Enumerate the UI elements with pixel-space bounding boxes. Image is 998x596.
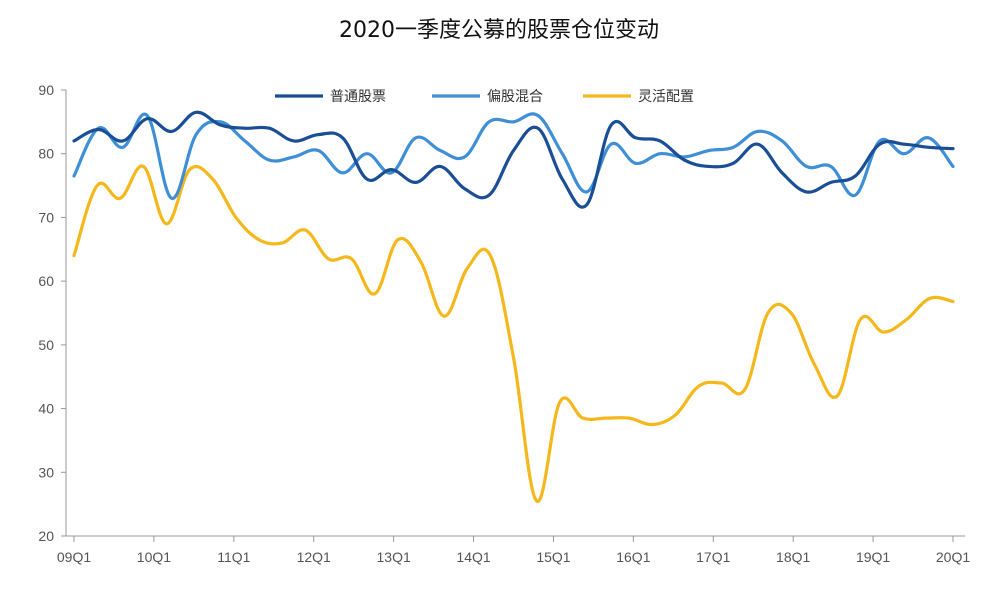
y-tick-label: 50 xyxy=(38,337,54,353)
y-tick-label: 30 xyxy=(38,464,54,480)
legend-label-2: 偏股混合 xyxy=(487,89,543,105)
x-tick-label: 17Q1 xyxy=(696,549,730,565)
x-tick-label: 18Q1 xyxy=(776,549,810,565)
x-tick-label: 14Q1 xyxy=(456,549,490,565)
x-tick-label: 19Q1 xyxy=(856,549,890,565)
y-tick-label: 80 xyxy=(38,146,54,162)
y-tick-label: 70 xyxy=(38,209,54,225)
y-tick-label: 20 xyxy=(38,528,54,544)
series-line-3 xyxy=(72,164,955,503)
x-tick-label: 12Q1 xyxy=(297,549,331,565)
x-tick-label: 10Q1 xyxy=(137,549,171,565)
x-tick-label: 16Q1 xyxy=(616,549,650,565)
x-tick-label: 11Q1 xyxy=(217,549,250,565)
y-tick-label: 90 xyxy=(38,82,54,98)
series-line-1 xyxy=(72,110,955,209)
legend-label-1: 普通股票 xyxy=(330,89,386,105)
x-tick-label: 20Q1 xyxy=(936,549,970,565)
y-tick-label: 60 xyxy=(38,273,54,289)
legend-label-3: 灵活配置 xyxy=(638,89,694,105)
x-tick-label: 09Q1 xyxy=(57,549,91,565)
x-tick-label: 13Q1 xyxy=(377,549,411,565)
chart-title: 2020一季度公募的股票仓位变动 xyxy=(339,18,659,43)
x-tick-label: 15Q1 xyxy=(536,549,570,565)
y-tick-label: 40 xyxy=(38,401,54,417)
